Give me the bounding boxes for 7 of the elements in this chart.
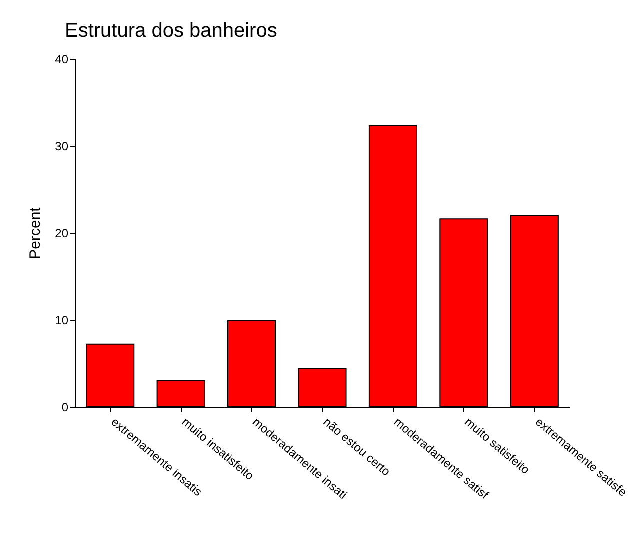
y-tick-label: 30 (55, 140, 69, 154)
y-tick-label: 20 (55, 226, 69, 240)
y-tick-label: 40 (55, 52, 69, 66)
chart-title: Estrutura dos banheiros (65, 20, 278, 42)
y-tick-label: 10 (55, 314, 69, 328)
y-tick-label: 0 (62, 400, 69, 414)
y-axis-title: Percent (27, 206, 44, 260)
